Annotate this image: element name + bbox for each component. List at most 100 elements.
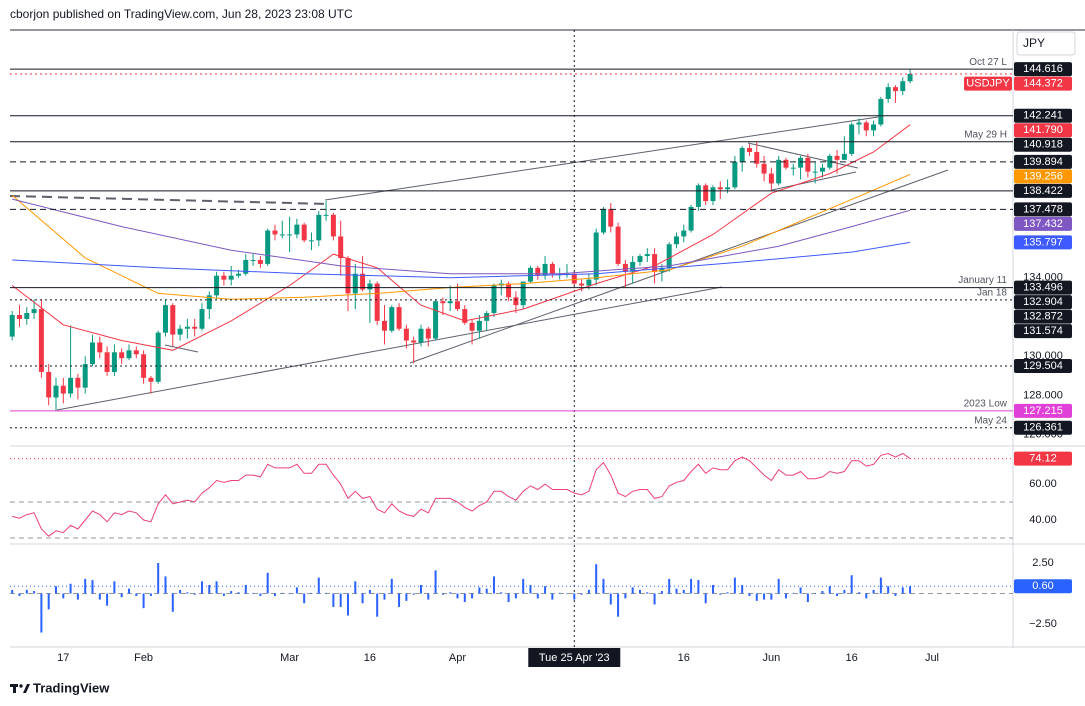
histogram-bar: [76, 593, 79, 600]
histogram-bar: [98, 593, 101, 600]
histogram-bar: [763, 593, 766, 600]
candle-body: [257, 259, 263, 264]
currency-box[interactable]: [1016, 31, 1076, 56]
crosshair-label-bg: [528, 648, 621, 667]
candle-body: [681, 230, 687, 237]
rsi-line: [12, 452, 911, 537]
histogram-bar: [682, 589, 685, 594]
histogram-bar: [828, 586, 831, 594]
candle-body: [243, 259, 249, 274]
histogram-bar: [609, 593, 612, 605]
candle-body: [637, 256, 643, 262]
candle-body: [476, 320, 482, 331]
price-tag: [1014, 324, 1072, 339]
price-tag: [1014, 183, 1072, 198]
candle-body: [673, 236, 679, 245]
histogram-bar: [244, 584, 247, 594]
histogram-bar: [200, 581, 203, 594]
price-tag-label: 142.241: [1023, 110, 1063, 122]
x-tick-label: 17: [57, 652, 69, 664]
histogram-bar: [230, 591, 233, 594]
histogram-bar: [281, 592, 284, 594]
histogram-bar: [901, 587, 904, 594]
histogram-bar: [11, 589, 14, 594]
histogram-bar: [186, 592, 189, 594]
histogram-bar: [215, 581, 218, 594]
price-tag-label: 137.432: [1023, 218, 1063, 230]
histogram-bar: [697, 580, 700, 594]
histogram-bar: [208, 584, 211, 594]
histogram-bar: [558, 592, 561, 594]
candle-body: [491, 285, 497, 314]
price-tag-label: 132.904: [1023, 296, 1063, 308]
candle-body: [841, 153, 847, 160]
candle-body: [46, 371, 52, 398]
candle-body: [272, 230, 278, 235]
candle-body: [68, 377, 74, 394]
candle-body: [155, 332, 161, 382]
candle-body: [206, 295, 212, 310]
histogram-bar: [127, 588, 130, 594]
price-tag: [1014, 280, 1072, 295]
candle-body: [717, 187, 723, 190]
histogram-bar: [865, 593, 868, 599]
price-tag: [1014, 137, 1072, 152]
histogram-bar: [507, 593, 510, 603]
price-tag-label: 139.256: [1023, 170, 1063, 182]
price-tag-label: 144.372: [1023, 78, 1063, 90]
histogram-bar: [237, 592, 240, 594]
moving-average: [12, 241, 911, 279]
histogram-bar: [894, 593, 897, 596]
histogram-bar: [879, 577, 882, 594]
candle-body: [520, 281, 526, 306]
histogram-bar: [690, 578, 693, 594]
candle-body: [768, 173, 774, 184]
candle-body: [301, 224, 307, 241]
histogram-bar: [295, 587, 298, 594]
histogram-bar: [354, 581, 357, 594]
candle-body: [739, 148, 745, 162]
price-tag: [1014, 309, 1072, 324]
candle-body: [462, 309, 468, 323]
x-tick-label: 16: [846, 652, 858, 664]
symbol-tag: [964, 76, 1012, 91]
histogram-bar: [485, 588, 488, 594]
candle-body: [411, 340, 417, 343]
histogram-bar: [157, 563, 160, 594]
candle-body: [360, 273, 366, 290]
candle-body: [228, 275, 234, 280]
candle-body: [235, 273, 241, 276]
candle-body: [644, 254, 650, 257]
histogram-bar: [660, 591, 663, 594]
candle-body: [287, 234, 293, 236]
candle-body: [725, 187, 731, 190]
x-tick-label: Apr: [449, 652, 466, 664]
value-tag: [1014, 451, 1072, 466]
histogram-bar: [54, 586, 57, 594]
histogram-bar: [843, 589, 846, 594]
candle-body: [82, 364, 88, 388]
candle-body: [549, 263, 555, 274]
histogram-bar: [339, 593, 342, 607]
histogram-bar: [149, 593, 152, 596]
candle-body: [141, 354, 147, 378]
histogram-bar: [113, 581, 116, 594]
histogram-bar: [887, 586, 890, 594]
moving-average: [11, 173, 911, 300]
price-tag-label: 135.797: [1023, 236, 1063, 248]
histogram-bar: [536, 593, 539, 599]
price-tag: [1014, 62, 1072, 77]
price-tag-label: 137.478: [1023, 203, 1063, 215]
x-tick-label: Jun: [762, 652, 780, 664]
header: cborjon published on TradingView.com, Ju…: [10, 7, 353, 21]
histogram-bar: [179, 589, 182, 594]
histogram-bar: [47, 593, 50, 610]
histogram-bar: [711, 584, 714, 594]
moving-average: [12, 198, 911, 275]
histogram-bar: [646, 592, 649, 594]
histogram-bar: [500, 592, 503, 594]
histogram-bar: [419, 584, 422, 594]
histogram-bar: [799, 587, 802, 594]
histogram-bar: [120, 593, 123, 598]
candle-body: [856, 122, 862, 125]
